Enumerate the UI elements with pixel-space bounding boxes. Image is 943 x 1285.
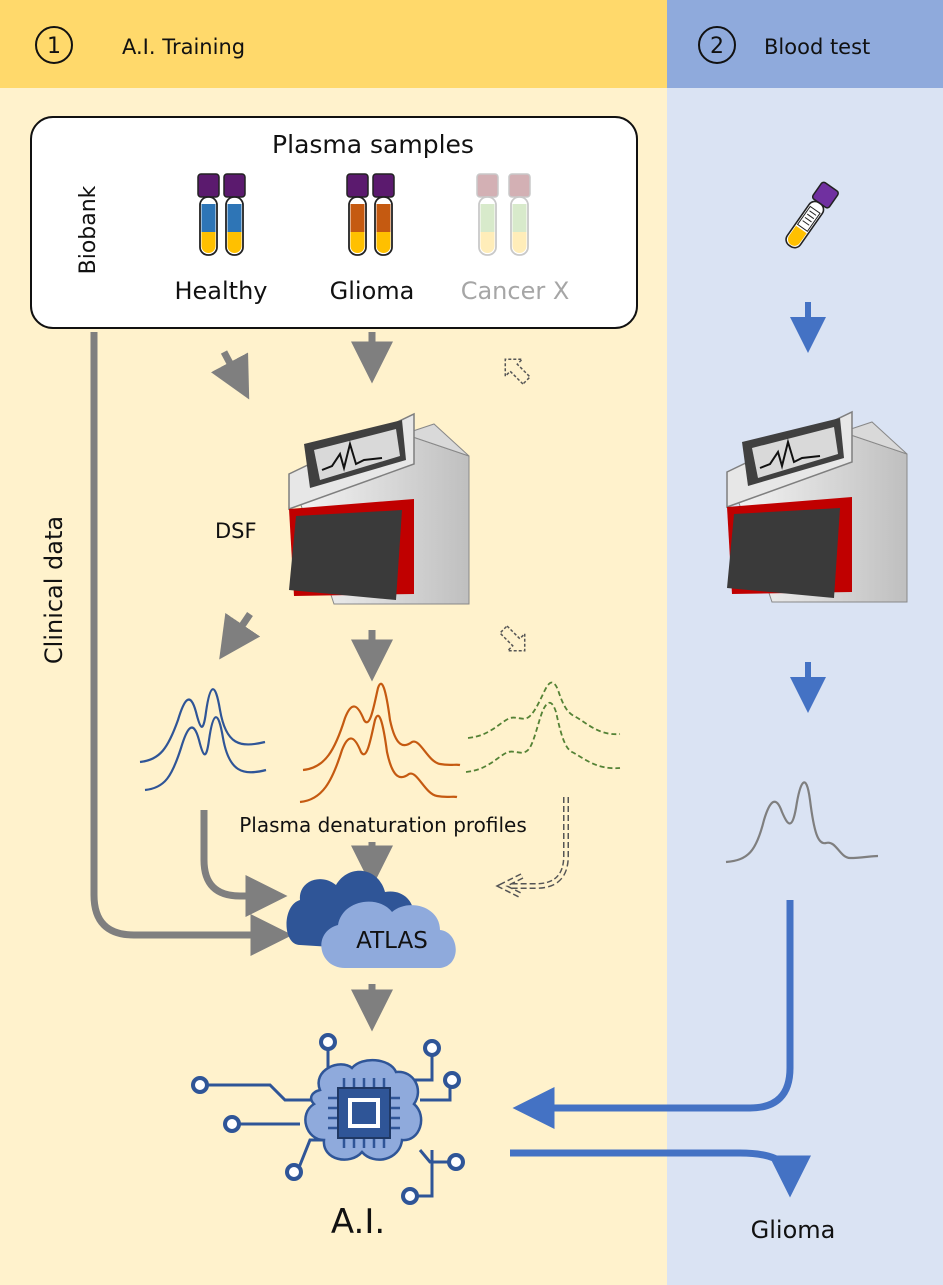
ai-label: A.I. <box>331 1202 385 1242</box>
blood-header-bg <box>667 0 943 88</box>
blood-tube-icon <box>785 181 839 249</box>
tube-icon <box>476 173 499 256</box>
step-1-circle <box>35 26 73 64</box>
panel-blood-test: 2 Blood test <box>667 0 943 1285</box>
glioma-profile-curves <box>299 682 461 804</box>
atlas-cloud-icon <box>286 870 456 968</box>
healthy-profile-curves <box>139 688 267 792</box>
blood-test-title: Blood test <box>764 35 870 59</box>
profiles-label: Plasma denaturation profiles <box>239 813 527 837</box>
step-2-circle <box>698 26 736 64</box>
result-label: Glioma <box>751 1216 836 1244</box>
dsf-instrument-icon <box>288 412 470 605</box>
training-header-bg <box>0 0 667 88</box>
curve <box>465 701 621 773</box>
group-label-healthy: Healthy <box>174 277 267 305</box>
arrow-cancer-x-to-dsf <box>504 358 532 386</box>
arrow-healthy-to-dsf <box>210 350 250 400</box>
tube-icon <box>508 173 531 256</box>
glioma-tubes <box>346 173 395 256</box>
arrow-dsf-to-cancer-x-curves <box>498 624 526 652</box>
curve <box>302 682 461 772</box>
tube-icon <box>223 173 246 256</box>
curve <box>299 714 458 804</box>
arrow-blood-profile-to-ai <box>512 900 794 1129</box>
biobank-title: Plasma samples <box>272 130 474 159</box>
biobank-frame <box>30 116 638 329</box>
biobank-side-label: Biobank <box>76 185 101 274</box>
cancer-x-tubes <box>476 173 531 256</box>
step-2-number: 2 <box>710 34 724 59</box>
clinical-data-label: Clinical data <box>40 516 68 664</box>
tube-icon <box>197 173 220 256</box>
arrow-cancer-x-curves-to-atlas-inner <box>498 797 568 898</box>
blood-profile-curve <box>725 781 879 864</box>
curve <box>139 688 266 764</box>
arrow-healthy-curves-to-atlas <box>200 810 288 917</box>
curve <box>144 716 267 792</box>
ai-chip-icon <box>191 1033 465 1205</box>
biobank-box: Plasma samples Biobank <box>30 116 638 329</box>
cancer-x-profile-curves <box>465 681 621 773</box>
curve <box>467 681 621 739</box>
arrow-dsf-to-healthy-curves <box>219 612 261 660</box>
step-1-number: 1 <box>47 34 61 59</box>
arrow-ai-to-result <box>510 1149 811 1198</box>
dsf-label: DSF <box>215 519 257 543</box>
atlas-label: ATLAS <box>356 928 428 954</box>
group-label-glioma: Glioma <box>330 277 415 305</box>
group-label-cancer-x: Cancer X <box>461 277 570 305</box>
blood-dsf-instrument-icon <box>726 410 908 603</box>
tube-icon <box>346 173 369 256</box>
healthy-tubes <box>197 173 246 256</box>
tube-icon <box>372 173 395 256</box>
clinical-data-arrow <box>90 332 293 956</box>
training-title: A.I. Training <box>122 35 245 59</box>
